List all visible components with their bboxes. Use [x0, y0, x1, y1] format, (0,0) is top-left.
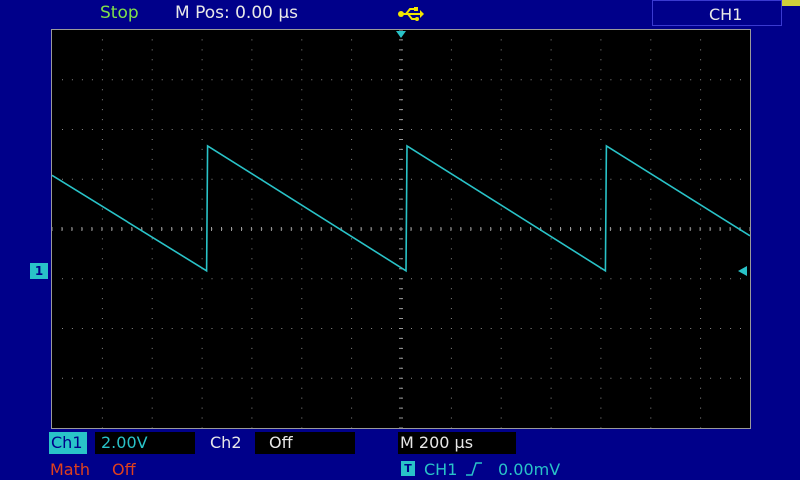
ch2-label[interactable]: Ch2 [210, 433, 242, 452]
trigger-level-value: 0.00mV [498, 460, 561, 479]
center-ticks [52, 30, 750, 428]
trigger-source: CH1 [424, 460, 458, 479]
ch2-state: Off [255, 432, 355, 454]
trigger-icon: T [401, 461, 415, 476]
math-state: Off [112, 460, 136, 479]
waveform-display[interactable] [51, 29, 751, 429]
channel-select-box[interactable]: CH1 [652, 0, 782, 26]
graticule [52, 30, 750, 428]
run-status[interactable]: Stop [100, 3, 139, 23]
math-label[interactable]: Math [50, 460, 91, 479]
rising-edge-icon [466, 462, 482, 476]
ch1-volts-per-div: 2.00V [95, 432, 195, 454]
usb-icon [398, 7, 424, 21]
ch1-label[interactable]: Ch1 [49, 432, 87, 454]
timebase-readout: M 200 µs [398, 432, 516, 454]
corner-indicator [782, 0, 800, 6]
channel-select-label: CH1 [709, 5, 743, 24]
ch1-ground-marker[interactable]: 1 [30, 263, 48, 279]
ch1-waveform [52, 144, 750, 273]
trigger-level-marker[interactable] [738, 266, 747, 276]
horizontal-position: M Pos: 0.00 µs [175, 3, 299, 23]
trigger-position-marker[interactable] [396, 31, 406, 38]
